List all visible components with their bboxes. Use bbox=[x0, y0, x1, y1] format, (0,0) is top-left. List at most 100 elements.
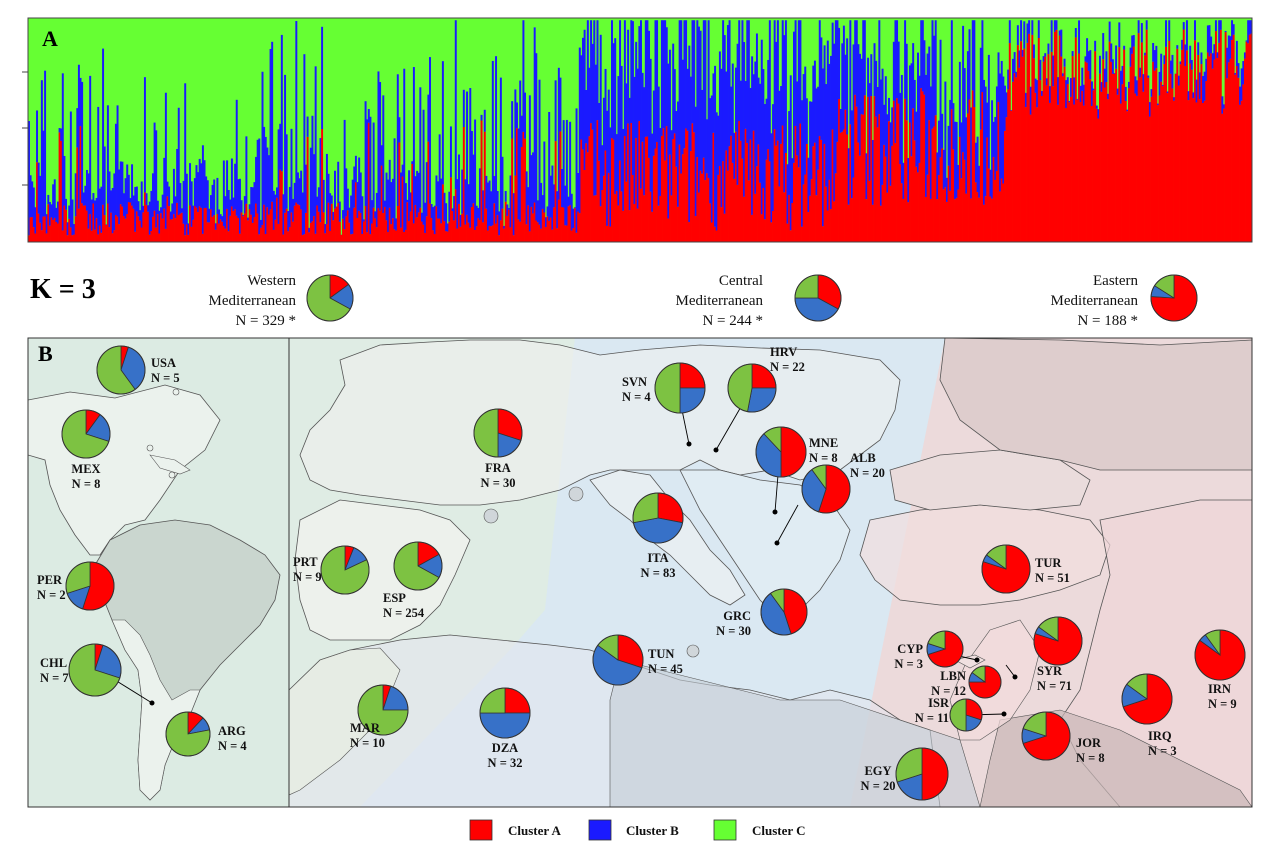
bar-cluster-b bbox=[810, 101, 813, 180]
bar-cluster-a bbox=[1013, 73, 1016, 242]
bar-cluster-a bbox=[272, 229, 275, 242]
bar-cluster-a bbox=[979, 129, 982, 242]
bar-cluster-a bbox=[164, 228, 167, 242]
bar-cluster-a bbox=[691, 123, 694, 242]
bar-cluster-b bbox=[902, 162, 905, 199]
bar-cluster-a bbox=[1039, 80, 1042, 242]
bar-cluster-b bbox=[359, 172, 362, 213]
bar-cluster-b bbox=[942, 149, 945, 190]
bar-cluster-a bbox=[937, 175, 940, 242]
bar-cluster-b bbox=[164, 92, 167, 229]
bar-cluster-b bbox=[126, 164, 129, 215]
pie-irn bbox=[1194, 629, 1246, 681]
bar-cluster-b bbox=[807, 157, 810, 213]
bar-cluster-b bbox=[1115, 45, 1118, 69]
bar-cluster-a bbox=[949, 190, 952, 242]
bar-cluster-b bbox=[896, 20, 899, 99]
bar-cluster-a bbox=[1061, 76, 1064, 243]
bar-cluster-b bbox=[754, 61, 757, 194]
pie-usa-outline bbox=[96, 345, 146, 395]
bar-cluster-b bbox=[61, 73, 64, 231]
panel-a-label: A bbox=[42, 26, 58, 51]
bar-cluster-b bbox=[1034, 78, 1037, 93]
bar-cluster-b bbox=[1194, 20, 1196, 41]
bar-cluster-a bbox=[562, 207, 565, 242]
pie-chl bbox=[68, 643, 122, 697]
pie-hrv-code: HRV bbox=[770, 345, 797, 359]
pie-lbn-code: LBN bbox=[940, 669, 966, 683]
bar-cluster-b bbox=[1182, 22, 1185, 30]
bar-cluster-a bbox=[860, 114, 863, 242]
bar-cluster-b bbox=[396, 74, 399, 207]
bar-cluster-a bbox=[1015, 77, 1018, 242]
bar-cluster-a bbox=[1012, 81, 1014, 243]
bar-cluster-a bbox=[327, 202, 330, 242]
bar-cluster-a bbox=[94, 229, 96, 242]
bar-cluster-b bbox=[535, 53, 538, 221]
bar-cluster-a bbox=[259, 227, 262, 242]
bar-cluster-a bbox=[195, 207, 198, 242]
bar-cluster-a bbox=[358, 210, 361, 242]
bar-cluster-a bbox=[908, 122, 911, 242]
bar-cluster-b bbox=[612, 43, 615, 140]
bar-cluster-a bbox=[739, 140, 742, 242]
bar-cluster-a bbox=[348, 222, 351, 242]
bar-cluster-a bbox=[707, 177, 710, 242]
bar-cluster-a bbox=[105, 224, 108, 242]
bar-cluster-b bbox=[548, 111, 551, 221]
bar-cluster-a bbox=[1107, 99, 1110, 242]
bar-cluster-a bbox=[1160, 81, 1163, 242]
bar-cluster-b bbox=[728, 20, 731, 147]
bar-cluster-a bbox=[124, 218, 127, 242]
pie-esp-n: N = 254 bbox=[383, 606, 425, 620]
bar-cluster-b bbox=[633, 76, 636, 205]
bar-cluster-a bbox=[37, 213, 40, 242]
bar-cluster-b bbox=[419, 87, 422, 208]
bar-cluster-b bbox=[459, 214, 462, 227]
bar-cluster-a bbox=[477, 218, 480, 242]
bar-cluster-b bbox=[683, 20, 686, 149]
bar-cluster-a bbox=[216, 213, 219, 242]
bar-cluster-b bbox=[515, 102, 518, 129]
bar-cluster-a bbox=[572, 228, 575, 242]
bar-cluster-a bbox=[720, 207, 723, 242]
bar-cluster-a bbox=[245, 203, 248, 242]
bar-cluster-a bbox=[693, 132, 696, 242]
bar-cluster-b bbox=[393, 138, 396, 230]
bar-cluster-b bbox=[860, 58, 863, 115]
bar-cluster-a bbox=[435, 206, 438, 242]
bar-cluster-b bbox=[205, 176, 208, 208]
bar-cluster-b bbox=[234, 163, 237, 210]
bar-cluster-a bbox=[517, 219, 520, 242]
bar-cluster-a bbox=[1042, 61, 1045, 242]
bar-cluster-a bbox=[1235, 65, 1238, 242]
bar-cluster-a bbox=[850, 198, 853, 242]
region-n-western: N = 329 * bbox=[235, 313, 296, 329]
bar-cluster-a bbox=[815, 195, 818, 242]
bar-cluster-a bbox=[380, 165, 383, 242]
region-name-central: Central bbox=[719, 273, 763, 289]
bar-cluster-b bbox=[137, 201, 140, 217]
bar-cluster-b bbox=[1140, 23, 1143, 43]
bar-cluster-a bbox=[1184, 65, 1187, 242]
bar-cluster-a bbox=[712, 132, 715, 242]
bar-cluster-a bbox=[345, 216, 348, 242]
bar-cluster-b bbox=[1045, 78, 1048, 86]
bar-cluster-b bbox=[491, 60, 494, 226]
bar-cluster-a bbox=[644, 136, 647, 242]
bar-cluster-b bbox=[94, 200, 96, 230]
bar-cluster-a bbox=[346, 210, 349, 242]
bar-cluster-b bbox=[905, 43, 908, 121]
bar-cluster-b bbox=[723, 35, 726, 214]
bar-cluster-a bbox=[788, 194, 791, 242]
pie-mar-outline bbox=[357, 684, 409, 736]
bar-cluster-a bbox=[469, 227, 472, 242]
bar-cluster-b bbox=[933, 35, 936, 127]
bar-cluster-a bbox=[683, 148, 686, 242]
bar-cluster-a bbox=[1065, 107, 1068, 242]
bar-cluster-a bbox=[701, 173, 704, 242]
bar-cluster-b bbox=[604, 68, 607, 151]
black-sea bbox=[889, 449, 1091, 511]
bar-cluster-b bbox=[296, 172, 299, 205]
bar-cluster-b bbox=[997, 52, 1000, 102]
